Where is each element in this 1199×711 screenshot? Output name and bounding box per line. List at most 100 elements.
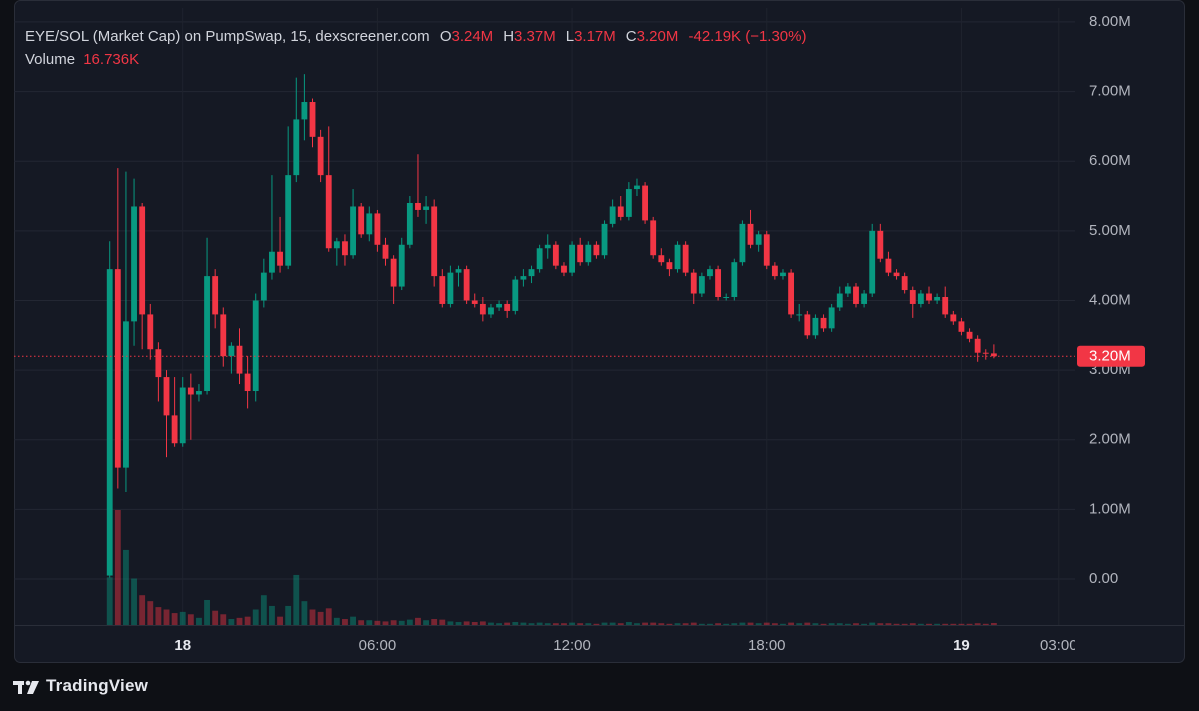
volume-bar [374, 620, 381, 625]
candle-body [966, 331, 973, 339]
candle-body [990, 353, 997, 357]
volume-bar [909, 623, 916, 625]
x-tick-label: 19 [953, 637, 970, 654]
candle-body [333, 241, 340, 249]
volume-bar [715, 623, 722, 625]
volume-bar [277, 616, 283, 625]
volume-bar [212, 610, 219, 625]
candle-body [277, 251, 283, 266]
candle-body [114, 269, 121, 468]
volume-bar [634, 623, 640, 625]
candle-body [974, 338, 981, 353]
candle-body [569, 244, 575, 273]
volume-bar [504, 622, 511, 625]
volume-bar [950, 623, 957, 625]
volume-bar [731, 623, 738, 625]
candle-body [812, 317, 819, 336]
volume-bar [674, 623, 681, 625]
candle-body [788, 272, 795, 315]
volume-bar [642, 622, 649, 625]
candle-body [431, 206, 438, 277]
candle-body [163, 377, 170, 416]
y-tick-label: 8.00M [1089, 13, 1131, 30]
candle-body [260, 272, 267, 301]
candle-body [220, 314, 227, 357]
candle-body [917, 293, 924, 304]
volume-bar [942, 623, 949, 625]
volume-bar [861, 623, 868, 625]
volume-bar [139, 595, 146, 625]
volume-bar [325, 608, 332, 625]
volume-bar [804, 622, 811, 625]
volume-bar [512, 622, 519, 625]
candle-body [755, 234, 762, 245]
y-tick-label: 7.00M [1089, 83, 1131, 100]
volume-bar [431, 619, 438, 625]
volume-bar [917, 623, 924, 625]
candle-body [869, 230, 876, 294]
volume-bar [455, 622, 462, 625]
candle-body [471, 300, 478, 304]
volume-bar [406, 619, 413, 625]
volume-bar [479, 621, 486, 625]
candle-body [877, 230, 884, 259]
volume-bar [650, 622, 657, 625]
volume-bar [885, 623, 892, 625]
candle-body [293, 119, 300, 176]
volume-bar [966, 623, 973, 625]
candle-body [382, 244, 389, 259]
volume-bar [163, 609, 170, 625]
candle-body [204, 276, 210, 392]
legend-line: EYE/SOL (Market Cap) on PumpSwap, 15, de… [25, 28, 807, 45]
candle-body [455, 269, 462, 273]
volume-bar [447, 621, 454, 625]
y-tick-label: 1.00M [1089, 500, 1131, 517]
candle-body [690, 272, 697, 294]
volume-bar [488, 622, 494, 625]
volume-bar [415, 617, 421, 625]
brand: TradingView [46, 676, 149, 695]
volume-bar [317, 611, 324, 625]
candle-body [317, 136, 324, 176]
volume-bar [285, 605, 292, 625]
candle-body [674, 244, 681, 270]
candle-body [982, 352, 989, 354]
readout-key: L [565, 28, 575, 45]
candle-body [147, 314, 154, 350]
candle-body [682, 244, 689, 273]
candle-body [520, 276, 527, 280]
volume-bar [666, 623, 673, 625]
candle-body [252, 300, 259, 392]
candle-body [934, 297, 941, 301]
y-tick-label: 2.00M [1089, 431, 1131, 448]
volume-bar [877, 623, 884, 625]
volume-bar [707, 623, 713, 625]
volume-bar [236, 617, 243, 625]
volume-bar [260, 595, 267, 625]
volume-bar [593, 623, 600, 625]
change-readout: -42.19K (−1.30%) [688, 28, 807, 45]
volume-bar [934, 623, 941, 625]
candles [14, 74, 1075, 578]
candle-body [358, 206, 365, 235]
y-axis: 0.001.00M2.00M3.00M4.00M5.00M6.00M7.00M8… [1089, 13, 1131, 587]
volume-bar [844, 623, 851, 625]
candle-body [561, 265, 567, 273]
volume-bar [520, 622, 527, 625]
candle-body [828, 307, 835, 329]
candle-body [617, 206, 624, 217]
volume-bar [123, 549, 129, 625]
candle-body [423, 206, 429, 210]
candle-body [942, 297, 949, 315]
volume-bar [398, 620, 405, 625]
volume-bar [471, 622, 478, 625]
x-tick-label: 03:00 [1040, 637, 1078, 654]
candle-body [285, 175, 292, 266]
grid [14, 8, 1075, 625]
volume-bar [293, 574, 300, 625]
candle-body [885, 258, 892, 273]
volume-bar [982, 623, 989, 625]
candle-body [228, 345, 235, 357]
candle-body [771, 265, 778, 277]
